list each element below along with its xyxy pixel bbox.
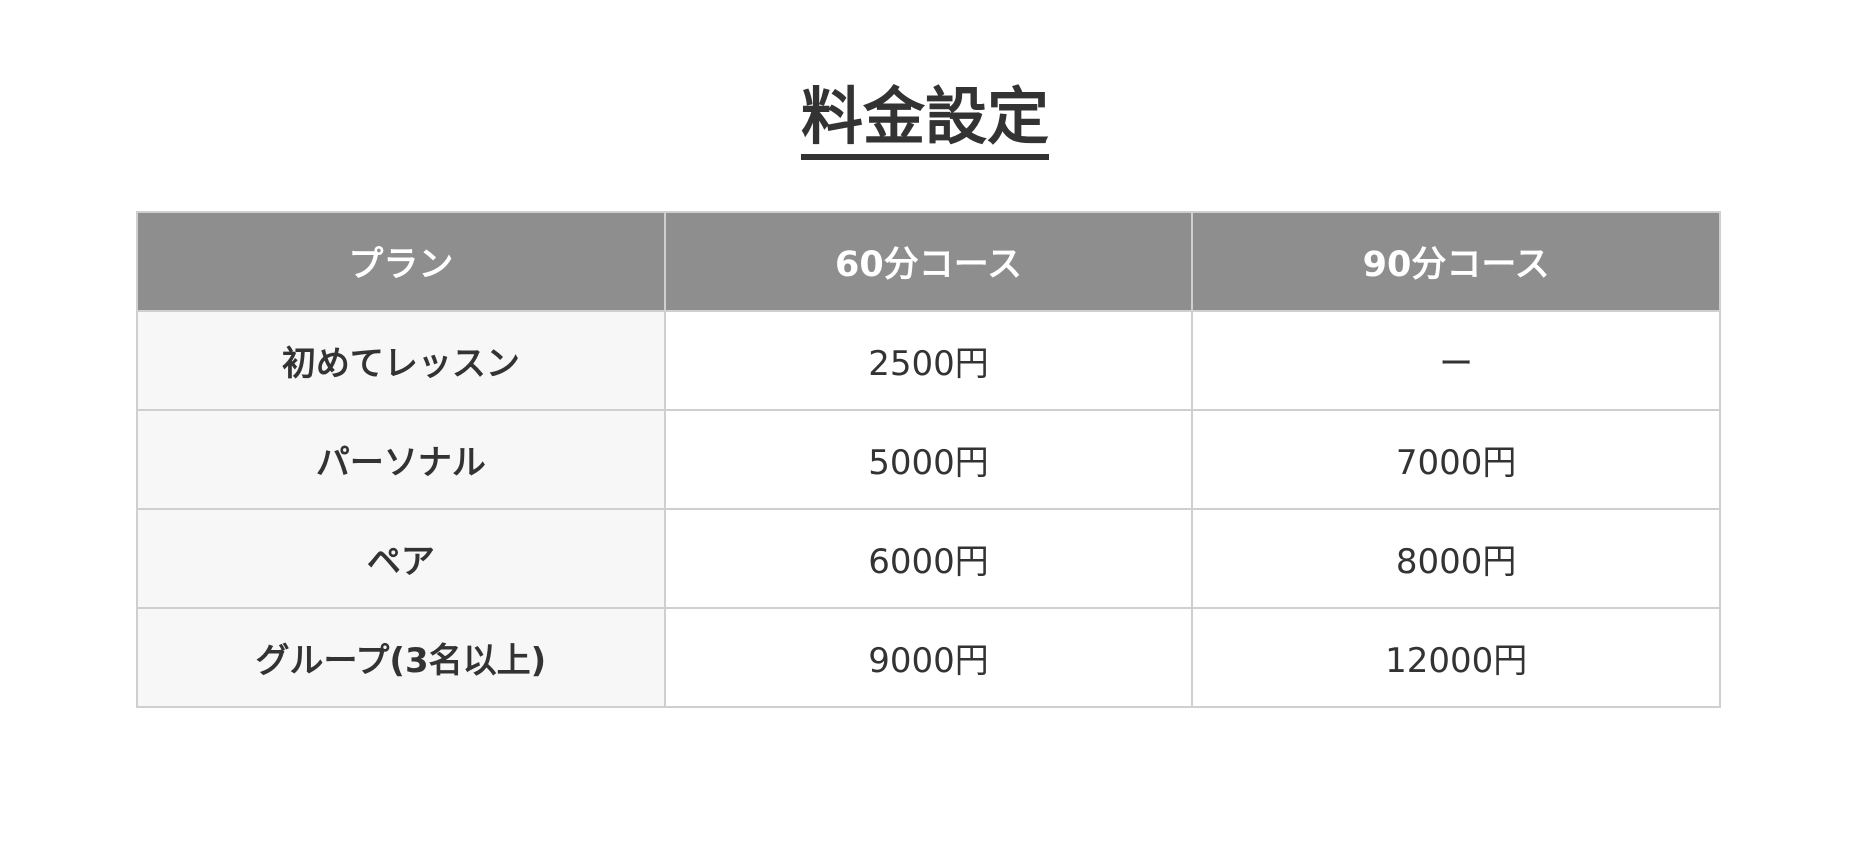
price-60min: 6000円: [663, 508, 1194, 609]
plan-name: ペア: [136, 508, 666, 609]
table-row: ペア 6000円 8000円: [136, 508, 1721, 609]
price-60min: 2500円: [663, 310, 1194, 411]
table-row: パーソナル 5000円 7000円: [136, 409, 1721, 510]
plan-name: パーソナル: [136, 409, 666, 510]
price-60min: 5000円: [663, 409, 1194, 510]
price-60min: 9000円: [663, 607, 1194, 708]
page-title: 料金設定: [800, 82, 1049, 160]
table-row: 初めてレッスン 2500円 ー: [136, 310, 1721, 411]
page-title-wrap: 料金設定: [0, 82, 1850, 160]
plan-name: グループ(3名以上): [136, 607, 666, 708]
table-header-row: プラン 60分コース 90分コース: [136, 211, 1721, 312]
header-60min: 60分コース: [663, 211, 1194, 312]
header-90min: 90分コース: [1191, 211, 1721, 312]
header-plan: プラン: [136, 211, 666, 312]
price-90min: ー: [1191, 310, 1721, 411]
price-90min: 12000円: [1191, 607, 1721, 708]
price-90min: 8000円: [1191, 508, 1721, 609]
plan-name: 初めてレッスン: [136, 310, 666, 411]
table-row: グループ(3名以上) 9000円 12000円: [136, 607, 1721, 708]
price-90min: 7000円: [1191, 409, 1721, 510]
pricing-table: プラン 60分コース 90分コース 初めてレッスン 2500円 ー パーソナル …: [136, 211, 1721, 708]
